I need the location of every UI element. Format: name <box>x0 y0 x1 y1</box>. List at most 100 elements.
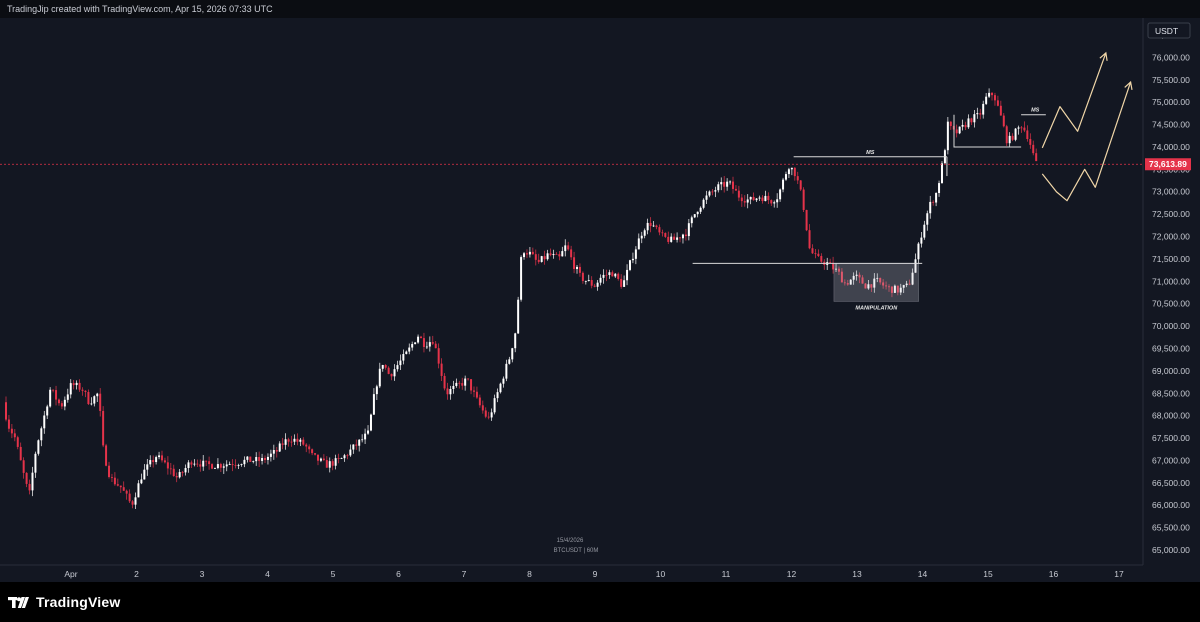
candle-body <box>5 402 7 420</box>
time-tick-label: 6 <box>396 569 401 579</box>
time-tick-label: 16 <box>1049 569 1059 579</box>
candle-body <box>228 464 231 465</box>
time-tick-label: 11 <box>722 569 731 579</box>
tradingview-logo[interactable]: TradingView <box>8 594 120 610</box>
candle-body <box>169 468 172 470</box>
candle-body <box>19 446 22 461</box>
candle-body <box>440 363 443 376</box>
time-axis[interactable]: Apr 2 3 4 5 6 7 8 9 10 11 12 13 14 15 16 17 <box>64 569 1124 579</box>
candle-body <box>537 259 540 262</box>
candle-body <box>514 333 517 349</box>
candle-body <box>664 233 667 237</box>
candle-body <box>567 245 570 250</box>
candle-body <box>119 485 122 488</box>
candle-body <box>402 354 405 361</box>
candle-body <box>66 394 69 400</box>
price-tick-label: 68,500.00 <box>1152 388 1190 398</box>
header-text: TradingJip created with TradingView.com,… <box>7 4 273 14</box>
candle-body <box>25 472 28 484</box>
candle-body <box>932 201 935 203</box>
candle-body <box>602 274 605 278</box>
candle-body <box>593 285 596 287</box>
candle-body <box>237 465 240 466</box>
candle-body <box>876 277 879 279</box>
candle-body <box>687 223 690 237</box>
chart-header: TradingJip created with TradingView.com,… <box>0 0 1200 18</box>
candle-body <box>349 449 352 456</box>
time-tick-label: 17 <box>1114 569 1124 579</box>
candle-body <box>734 188 737 191</box>
candle-body <box>249 456 252 462</box>
candle-body <box>52 389 55 391</box>
candle-body <box>623 280 626 287</box>
candle-body <box>375 386 378 395</box>
candle-body <box>920 237 923 244</box>
candle-body <box>475 391 478 398</box>
candle-body <box>311 449 314 454</box>
candle-body <box>605 274 608 276</box>
candle-body <box>399 360 402 366</box>
price-tick-label: 71,000.00 <box>1152 276 1190 286</box>
candle-body <box>958 126 961 134</box>
price-chart[interactable]: 76,500.0076,000.0075,500.0075,000.0074,5… <box>0 0 1200 582</box>
candle-body <box>988 92 991 97</box>
candle-body <box>128 493 131 502</box>
candle-body <box>72 383 75 386</box>
candle-body <box>888 286 891 288</box>
candle-body <box>879 277 882 283</box>
candle-body <box>773 202 776 204</box>
currency-badge[interactable]: USDT <box>1147 22 1191 39</box>
candle-body <box>996 100 999 106</box>
candle-body <box>743 201 746 203</box>
time-tick-label: 13 <box>852 569 862 579</box>
time-tick-label: 15 <box>983 569 993 579</box>
candle-body <box>284 439 287 445</box>
candle-body <box>316 454 319 461</box>
candle-body <box>369 414 372 431</box>
candle-body <box>63 399 66 407</box>
price-tick-label: 65,000.00 <box>1152 545 1190 555</box>
candle-body <box>337 458 340 459</box>
price-axis[interactable]: 76,500.0076,000.0075,500.0075,000.0074,5… <box>1152 30 1190 555</box>
candle-body <box>275 450 278 452</box>
candle-body <box>449 388 452 395</box>
candle-body <box>181 472 184 473</box>
candle-body <box>652 225 655 227</box>
chart-background <box>0 18 1143 582</box>
candle-body <box>222 466 225 468</box>
candle-body <box>434 343 437 349</box>
candle-body <box>428 342 431 347</box>
currency-label: USDT <box>1155 26 1178 36</box>
candle-body <box>243 459 246 465</box>
candle-body <box>290 441 293 443</box>
candle-body <box>558 254 561 257</box>
candle-body <box>105 445 108 466</box>
candle-body <box>1026 130 1029 140</box>
price-tick-label: 68,000.00 <box>1152 411 1190 421</box>
candle-body <box>949 121 952 127</box>
candle-body <box>573 257 576 270</box>
candle-body <box>461 383 464 386</box>
watermark-symbol: BTCUSDT | 60M <box>554 548 599 554</box>
price-tick-label: 71,500.00 <box>1152 254 1190 264</box>
candle-body <box>393 369 396 377</box>
candle-body <box>458 382 461 384</box>
candle-body <box>805 209 808 231</box>
tradingview-logo-icon <box>8 597 29 608</box>
candle-body <box>670 236 673 242</box>
candle-body <box>75 382 78 386</box>
candle-body <box>964 124 967 128</box>
footer-bar: TradingView <box>0 582 1200 622</box>
candle-body <box>216 464 219 469</box>
candle-body <box>570 249 573 258</box>
candle-body <box>87 392 90 405</box>
candle-body <box>34 453 37 473</box>
projection-arrow-lower-head <box>1124 80 1133 91</box>
candle-body <box>308 446 311 450</box>
price-tick-label: 75,500.00 <box>1152 75 1190 85</box>
candle-body <box>134 497 137 505</box>
candle-body <box>905 283 908 286</box>
candle-body <box>890 286 893 293</box>
candle-body <box>155 457 158 463</box>
candle-body <box>99 393 102 411</box>
